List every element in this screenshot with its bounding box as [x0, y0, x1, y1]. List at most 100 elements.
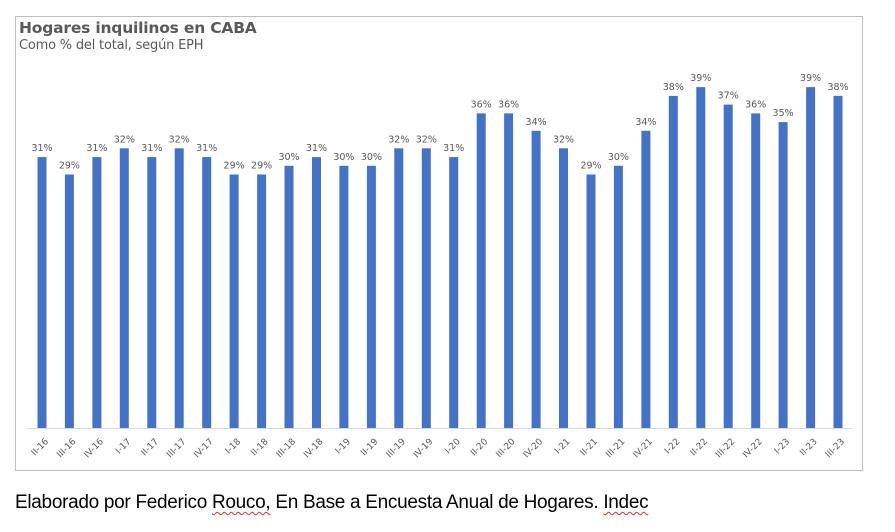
bar-III-23 [833, 95, 843, 429]
x-tick-label-III-23: III-23 [824, 437, 847, 460]
data-label-III-17: 32% [169, 134, 190, 145]
x-tick-label-I-23: I-23 [773, 437, 792, 456]
x-tick-label-III-20: III-20 [495, 437, 518, 460]
bar-II-22 [696, 87, 706, 428]
chart-frame [15, 16, 863, 471]
data-label-II-19: 30% [361, 152, 382, 163]
bar-III-22 [723, 104, 733, 428]
bar-I-18 [229, 174, 239, 428]
x-tick-label-IV-18: IV-18 [302, 437, 326, 461]
caption-misspelled-word: Indec [603, 492, 649, 513]
data-label-II-16: 31% [31, 143, 52, 154]
chart-title: Hogares inquilinos en CABA [19, 19, 257, 37]
data-label-I-21: 32% [553, 134, 574, 145]
x-tick-label-IV-17: IV-17 [192, 437, 215, 460]
bar-II-17 [147, 157, 157, 428]
caption-part1: Elaborado por Federico [15, 492, 212, 513]
data-label-I-19: 30% [333, 152, 354, 163]
data-label-II-18: 29% [251, 161, 272, 172]
chart-subtitle: Como % del total, según EPH [19, 38, 204, 53]
bar-III-21 [613, 165, 623, 429]
bar-I-17 [119, 148, 129, 429]
data-label-IV-22: 36% [745, 99, 766, 110]
data-label-II-21: 29% [580, 161, 601, 172]
data-label-II-22: 39% [690, 73, 711, 84]
data-label-I-18: 29% [224, 161, 245, 172]
bar-II-18 [257, 174, 267, 428]
x-tick-label-III-22: III-22 [714, 437, 737, 460]
bar-III-17 [174, 148, 184, 429]
data-label-III-18: 30% [278, 152, 299, 163]
data-labels-group: 31% 29% 31% 32% 31% 32% 31% 29% 29% 30% 31% 30% 30% 3… [31, 73, 848, 171]
bar-I-21 [559, 148, 568, 429]
data-label-I-20: 31% [443, 143, 464, 154]
bar-I-20 [449, 157, 459, 428]
bar-III-20 [504, 113, 514, 429]
x-tick-label-II-17: II-17 [140, 437, 161, 458]
data-label-I-23: 35% [773, 108, 794, 119]
bar-III-18 [284, 165, 294, 429]
x-tick-label-II-22: II-22 [689, 437, 710, 458]
bar-IV-17 [202, 157, 212, 428]
x-tick-label-II-23: II-23 [798, 437, 819, 458]
bar-III-16 [64, 174, 74, 428]
x-tick-label-IV-22: IV-22 [741, 437, 764, 460]
bar-II-23 [806, 87, 816, 428]
bar-IV-18 [312, 157, 321, 428]
bar-IV-19 [421, 148, 431, 429]
bars-group [37, 87, 843, 429]
bar-II-20 [476, 113, 486, 429]
bar-I-19 [339, 165, 349, 429]
x-tick-label-IV-19: IV-19 [412, 437, 436, 461]
data-label-III-22: 37% [718, 91, 739, 102]
bar-IV-21 [641, 130, 651, 429]
x-tick-label-III-18: III-18 [275, 437, 298, 460]
data-label-III-16: 29% [59, 161, 80, 172]
data-label-III-20: 36% [498, 99, 519, 110]
bar-IV-20 [531, 130, 541, 429]
x-tick-labels-group: II-16 III-16 IV-16 I-17 II-17 III-17 IV-17 I-18… [30, 437, 847, 461]
caption-misspelled-word: Rouco, [211, 492, 271, 513]
source-caption: Elaborado por Federico Rouco, En Base a … [15, 492, 649, 514]
bar-IV-22 [751, 113, 761, 429]
data-label-II-20: 36% [471, 99, 492, 110]
x-tick-label-I-20: I-20 [443, 437, 463, 457]
data-label-IV-21: 34% [635, 117, 656, 128]
x-tick-label-II-18: II-18 [249, 437, 270, 458]
x-tick-label-I-17: I-17 [114, 437, 133, 456]
data-label-IV-20: 34% [526, 117, 547, 128]
bar-II-19 [366, 165, 376, 429]
x-tick-label-I-18: I-18 [224, 437, 244, 457]
data-label-II-23: 39% [800, 73, 821, 84]
data-label-IV-17: 31% [196, 143, 217, 154]
bar-I-22 [668, 95, 678, 429]
x-tick-label-III-17: III-17 [165, 437, 188, 460]
data-label-I-17: 32% [114, 134, 135, 145]
caption-part2: En Base a Encuesta Anual de Hogares. [270, 492, 604, 513]
data-label-II-17: 31% [141, 143, 162, 154]
bar-I-23 [778, 122, 788, 428]
x-tick-label-II-19: II-19 [359, 437, 380, 458]
data-label-IV-18: 31% [306, 143, 327, 154]
x-tick-label-I-22: I-22 [663, 437, 682, 456]
x-tick-label-I-19: I-19 [334, 437, 354, 457]
data-label-III-21: 30% [608, 152, 629, 163]
bar-IV-16 [92, 157, 102, 428]
x-tick-label-II-20: II-20 [469, 437, 490, 458]
x-tick-label-III-19: III-19 [385, 437, 408, 460]
x-tick-label-III-16: III-16 [55, 437, 78, 460]
x-tick-label-II-16: II-16 [30, 437, 51, 458]
bar-II-16 [37, 157, 47, 428]
data-label-IV-16: 31% [86, 143, 107, 154]
x-tick-label-II-21: II-21 [579, 437, 600, 458]
data-label-III-19: 32% [388, 134, 409, 145]
data-label-IV-19: 32% [416, 134, 437, 145]
x-tick-label-IV-16: IV-16 [83, 437, 107, 461]
data-label-I-22: 38% [663, 82, 684, 93]
bar-II-21 [586, 174, 596, 428]
x-tick-label-IV-20: IV-20 [522, 437, 546, 461]
x-tick-label-IV-21: IV-21 [632, 437, 655, 460]
data-label-III-23: 38% [827, 82, 848, 93]
x-tick-label-I-21: I-21 [553, 437, 572, 456]
bar-chart: 31% 29% 31% 32% 31% 32% 31% 29% 29% 30% 31% 30% 30% 3… [27, 73, 852, 461]
